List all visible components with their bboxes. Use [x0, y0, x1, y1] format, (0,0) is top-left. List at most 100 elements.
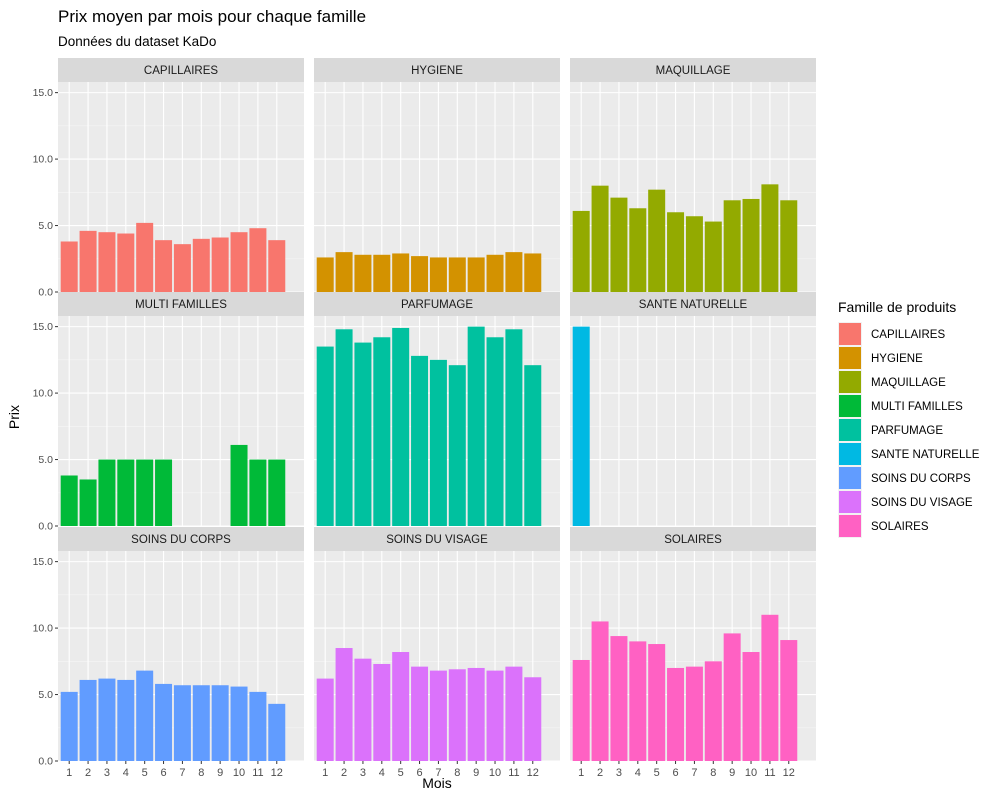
y-tick-label: 10.0 [33, 623, 54, 635]
bar [230, 232, 248, 292]
bar [79, 679, 97, 761]
x-tick-label: 4 [123, 767, 129, 779]
facet-strip [314, 527, 560, 551]
facet-strip [314, 292, 560, 316]
bar [761, 184, 779, 292]
legend-entry: SANTE NATURELLE [838, 442, 980, 466]
bar [136, 670, 154, 761]
bar [524, 253, 542, 292]
x-tick-label: 1 [578, 767, 584, 779]
facet-panel: SOLAIRES [570, 527, 816, 762]
bar [467, 326, 485, 526]
legend-label: SANTE NATURELLE [871, 449, 980, 461]
bar [117, 459, 135, 526]
bar [268, 240, 286, 292]
bar [704, 661, 722, 761]
x-tick-label: 9 [473, 767, 479, 779]
facet-panel: SOINS DU VISAGE [314, 527, 560, 762]
bar [505, 666, 523, 761]
legend-entry: SOLAIRES [838, 514, 929, 538]
legend-label: MAQUILLAGE [871, 377, 946, 389]
facet-strip [570, 58, 816, 82]
y-tick-label: 10.0 [33, 388, 54, 400]
bar [667, 212, 685, 292]
legend-label: HYGIENE [871, 353, 923, 365]
bar [467, 257, 485, 292]
bar [742, 652, 760, 761]
x-tick-label: 2 [341, 767, 347, 779]
bar [648, 644, 666, 761]
facet-panels: CAPILLAIRES HYGIENE MAQUILLAGE MULTI FAMILL… [58, 58, 816, 762]
facet-strip [58, 527, 304, 551]
x-tick-label: 5 [654, 767, 660, 779]
x-tick-label: 3 [104, 767, 110, 779]
x-tick-label: 10 [745, 767, 757, 779]
x-axis-label: Mois [422, 775, 452, 791]
facet-panel: HYGIENE [314, 58, 560, 293]
bar [192, 685, 210, 761]
x-tick-label: 4 [635, 767, 641, 779]
chart-title: Prix moyen par mois pour chaque famille [58, 7, 366, 26]
facet-strip [58, 58, 304, 82]
facet-strip [58, 292, 304, 316]
x-tick-label: 7 [179, 767, 185, 779]
legend-entry: HYGIENE [838, 346, 923, 370]
bar [60, 691, 78, 761]
legend-title: Famille de produits [838, 299, 956, 315]
x-tick-label: 12 [783, 767, 795, 779]
bar [316, 346, 334, 526]
bar [192, 238, 210, 292]
legend-swatch [839, 443, 861, 465]
bar [268, 703, 286, 761]
legend-swatch [839, 323, 861, 345]
bar [448, 365, 466, 526]
facet-strip-label: SOINS DU CORPS [131, 534, 231, 546]
bar [723, 633, 741, 761]
bar [79, 479, 97, 526]
bar [629, 208, 647, 292]
facet-panel: MAQUILLAGE [570, 58, 816, 293]
bar [173, 685, 191, 761]
x-tick-label: 7 [691, 767, 697, 779]
x-tick-label: 1 [66, 767, 72, 779]
bar [335, 252, 353, 292]
legend-label: SOINS DU VISAGE [871, 497, 973, 509]
bar [249, 228, 267, 292]
bar [524, 365, 542, 526]
facet-panel: SOINS DU CORPS [58, 527, 304, 762]
facet-panel: PARFUMAGE [314, 292, 560, 527]
x-tick-label: 8 [198, 767, 204, 779]
facet-strip [314, 58, 560, 82]
legend-entry: SOINS DU VISAGE [838, 490, 973, 514]
y-tick-label: 5.0 [38, 689, 53, 701]
facet-strip-label: MULTI FAMILLES [135, 299, 227, 311]
bar [685, 666, 703, 761]
facet-strip-label: SOLAIRES [664, 534, 722, 546]
x-tick-label: 7 [435, 767, 441, 779]
x-tick-label: 4 [379, 767, 385, 779]
facet-strip-label: SOINS DU VISAGE [386, 534, 488, 546]
bar [610, 197, 628, 292]
bar [60, 475, 78, 526]
panel-background [570, 316, 816, 526]
bar [723, 200, 741, 292]
bar [392, 253, 410, 292]
facet-strip-label: MAQUILLAGE [656, 65, 731, 77]
y-axis-label: Prix [6, 405, 22, 429]
bar [610, 636, 628, 761]
bar [335, 648, 353, 761]
bar [591, 185, 609, 292]
y-tick-label: 15.0 [33, 321, 54, 333]
bar [249, 691, 267, 761]
bar [354, 658, 372, 761]
legend-label: SOLAIRES [871, 521, 929, 533]
bar [316, 257, 334, 292]
y-tick-label: 0.0 [38, 756, 53, 768]
bar [572, 326, 590, 526]
bar [173, 244, 191, 292]
legend-label: CAPILLAIRES [871, 329, 945, 341]
x-tick-label: 3 [616, 767, 622, 779]
bar [373, 254, 391, 292]
bar [411, 355, 429, 526]
x-tick-label: 9 [217, 767, 223, 779]
